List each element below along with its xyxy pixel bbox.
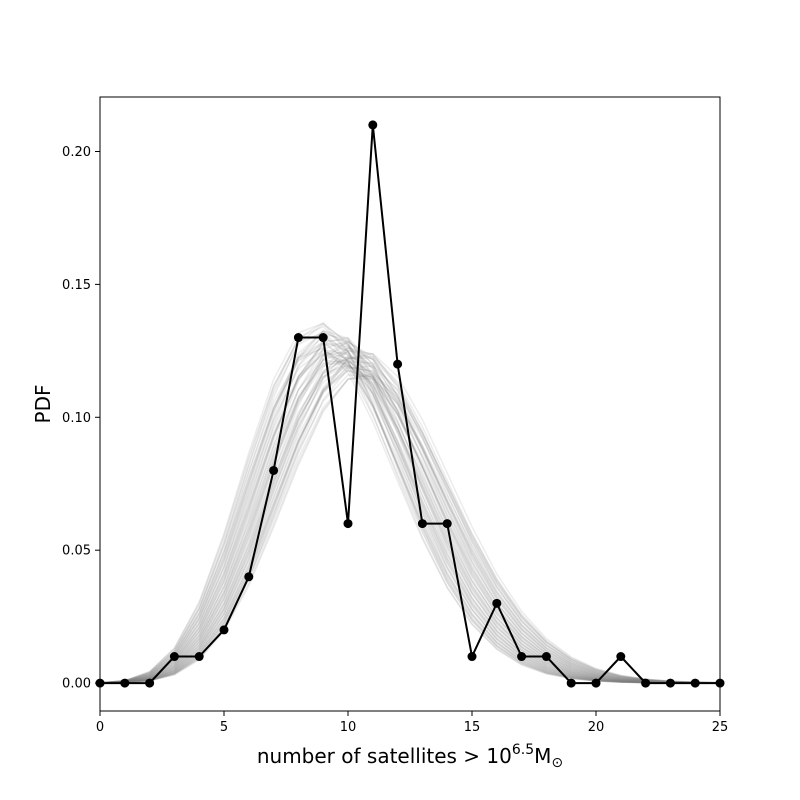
model-curve xyxy=(99,331,721,684)
x-tick-label: 25 xyxy=(712,720,729,735)
model-curve xyxy=(99,346,721,684)
model-curve xyxy=(99,352,721,684)
data-point xyxy=(368,120,378,130)
model-curve xyxy=(99,365,721,684)
model-curve xyxy=(99,333,721,684)
data-point xyxy=(492,598,502,608)
model-curve xyxy=(99,361,721,684)
model-curve xyxy=(99,351,721,684)
model-curve xyxy=(99,358,721,684)
model-curve xyxy=(99,330,721,684)
model-curve xyxy=(99,321,721,684)
model-curve xyxy=(99,349,721,684)
x-tick-label: 15 xyxy=(464,720,481,735)
model-curve xyxy=(99,347,721,684)
data-point xyxy=(541,652,551,662)
y-axis: 0.00 0.05 0.10 0.15 0.20 xyxy=(62,145,100,692)
model-curve xyxy=(99,325,721,684)
data-point xyxy=(690,678,700,688)
model-curve xyxy=(99,349,721,684)
y-tick-label: 0.10 xyxy=(62,411,91,426)
model-curve xyxy=(99,355,721,684)
data-point xyxy=(145,678,155,688)
model-curve xyxy=(99,340,721,684)
model-curve xyxy=(99,340,721,684)
model-curve xyxy=(99,341,721,684)
model-curve xyxy=(99,342,721,684)
model-curve xyxy=(99,357,721,684)
model-curve xyxy=(99,340,721,684)
data-point xyxy=(318,333,328,343)
model-curve xyxy=(99,329,721,684)
model-curve xyxy=(99,335,721,684)
data-point xyxy=(120,678,130,688)
data-point xyxy=(591,678,601,688)
data-point xyxy=(219,625,229,635)
data-point xyxy=(417,519,427,529)
model-curve xyxy=(99,330,721,684)
model-curve xyxy=(99,363,721,684)
model-curve xyxy=(99,348,721,684)
model-curve xyxy=(99,354,721,684)
model-curve xyxy=(99,374,721,684)
y-tick-label: 0.05 xyxy=(62,544,91,559)
model-curve xyxy=(99,353,721,684)
data-point xyxy=(343,519,353,529)
model-curve xyxy=(99,351,721,684)
model-curve xyxy=(99,359,721,684)
data-point xyxy=(244,572,254,582)
x-tick-label: 5 xyxy=(220,720,228,735)
model-curve xyxy=(99,323,721,684)
model-curve xyxy=(99,347,721,684)
model-curve xyxy=(99,366,721,684)
model-curve xyxy=(99,322,721,684)
model-curve xyxy=(99,342,721,684)
model-curve xyxy=(99,332,721,684)
data-point xyxy=(442,519,452,529)
data-point xyxy=(616,652,626,662)
series-group xyxy=(95,120,725,688)
y-axis-label: PDF xyxy=(31,385,55,424)
data-point xyxy=(169,652,179,662)
data-point xyxy=(269,465,279,475)
data-point xyxy=(393,359,403,369)
model-curve xyxy=(99,343,721,684)
x-tick-label: 0 xyxy=(96,720,104,735)
model-curve xyxy=(99,374,721,684)
data-point xyxy=(517,652,527,662)
model-curve xyxy=(99,346,721,684)
y-tick-label: 0.20 xyxy=(62,145,91,160)
model-curve xyxy=(99,359,721,684)
model-curves-group xyxy=(99,321,721,684)
model-curve xyxy=(99,369,721,684)
y-tick-label: 0.00 xyxy=(62,677,91,692)
model-curve xyxy=(99,362,721,684)
model-curve xyxy=(99,349,721,684)
series-line xyxy=(100,124,720,685)
data-point xyxy=(665,678,675,688)
plot-frame xyxy=(99,96,721,712)
x-tick-label: 20 xyxy=(588,720,605,735)
x-tick-label: 10 xyxy=(340,720,357,735)
data-point xyxy=(467,652,477,662)
data-point xyxy=(293,333,303,343)
y-tick-label: 0.15 xyxy=(62,278,91,293)
x-axis: 0 5 10 15 20 25 xyxy=(96,711,728,735)
data-point xyxy=(641,678,651,688)
x-axis-label: number of satellites > 106.5M⊙ xyxy=(257,742,563,771)
data-point xyxy=(566,678,576,688)
data-point xyxy=(194,652,204,662)
